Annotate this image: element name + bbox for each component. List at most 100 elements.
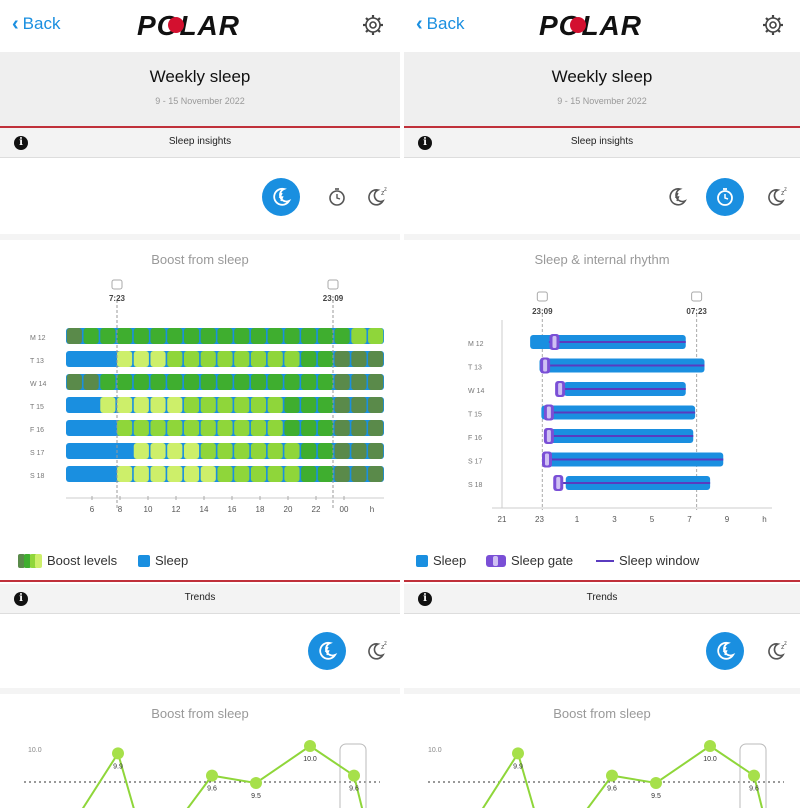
point-label: 10.0 (703, 756, 717, 763)
back-button[interactable]: ‹ Back (12, 14, 60, 34)
trend-point (250, 777, 262, 789)
row-label: F 16 (468, 435, 482, 442)
gear-icon[interactable] (362, 14, 384, 36)
boost-cell (217, 420, 233, 436)
boost-cell (317, 443, 333, 459)
boost-cell (368, 420, 384, 436)
row-label: T 13 (30, 358, 44, 365)
boost-trend-button[interactable] (308, 632, 346, 670)
trend-point (650, 777, 662, 789)
sleep-insights-bar[interactable]: i Sleep insights (0, 128, 400, 158)
moon-zz-icon: z z (368, 641, 387, 660)
rhythm-view-button[interactable] (318, 178, 356, 216)
boost-cell (167, 397, 183, 413)
boost-view-button[interactable] (262, 178, 300, 216)
boost-cell (133, 466, 149, 482)
boost-cell (117, 328, 133, 344)
boost-cell (284, 328, 300, 344)
page-title: Weekly sleep (551, 67, 653, 86)
back-button[interactable]: ‹ Back (416, 14, 464, 34)
boost-cell (217, 443, 233, 459)
info-icon[interactable]: i (14, 592, 28, 606)
rhythm-icon (329, 188, 345, 206)
row-label: T 15 (30, 404, 44, 411)
sleep-trend-button[interactable]: z z (758, 632, 796, 670)
sleep-stages-view-button[interactable]: z z (758, 178, 796, 216)
point-label: 9.6 (749, 786, 759, 793)
boost-cell (234, 328, 250, 344)
trend-title: Boost from sleep (553, 706, 651, 721)
boost-cell (267, 466, 283, 482)
boost-cell (167, 420, 183, 436)
x-tick-label: 20 (284, 505, 293, 514)
logo-dot (570, 17, 586, 33)
boost-cell (234, 466, 250, 482)
boost-cell (267, 328, 283, 344)
boost-cell (234, 420, 250, 436)
boost-cell (133, 351, 149, 367)
info-icon[interactable]: i (418, 136, 432, 150)
sleep-gate-inner (546, 406, 551, 419)
boost-cell (301, 351, 317, 367)
boost-cell (183, 374, 200, 390)
trend-switcher: z z (404, 622, 800, 682)
boost-trend-button[interactable] (706, 632, 744, 670)
row-label: W 14 (30, 381, 46, 388)
trends-bar[interactable]: i Trends (0, 584, 400, 614)
sleep-gate-inner (546, 430, 551, 442)
selected-day-frame (339, 743, 367, 808)
boost-cell (267, 397, 283, 413)
boost-view-button[interactable] (658, 178, 696, 216)
nav-bar: ‹ Back POLAR (404, 0, 800, 52)
boost-cell (200, 420, 216, 436)
point-label: 9.9 (513, 763, 523, 770)
trend-point (512, 747, 524, 760)
moon-zz-icon: z z (768, 187, 787, 206)
back-label: Back (22, 14, 61, 33)
info-icon[interactable]: i (418, 592, 432, 606)
boost-trend-chart: 10.0 9.9 9.6 9.5 10.0 9.6 (24, 740, 380, 808)
boost-cell (167, 466, 183, 482)
boost-cell (317, 420, 333, 436)
page-title: Weekly sleep (149, 67, 251, 86)
rhythm-view-button[interactable] (706, 178, 744, 216)
point-label: 9.6 (607, 786, 617, 793)
svg-text:z: z (781, 644, 785, 651)
boost-cell (200, 443, 216, 459)
boost-cell (66, 328, 82, 344)
gear-icon[interactable] (762, 14, 784, 36)
boost-cell (167, 374, 183, 390)
sleep-insights-bar[interactable]: i Sleep insights (404, 128, 800, 158)
boost-cell (234, 443, 250, 459)
legend-label: Sleep (155, 553, 189, 568)
boost-cell (267, 374, 283, 390)
trend-point (748, 769, 760, 782)
rhythm-icon (717, 188, 733, 206)
point-label: 9.6 (207, 786, 217, 793)
legend-sleep-gate: Sleep gate (486, 553, 573, 568)
row-label: S 17 (468, 459, 483, 466)
chevron-left-icon: ‹ (416, 13, 423, 35)
boost-cell (100, 374, 116, 390)
x-tick-label: 1 (575, 515, 580, 524)
x-tick-label: 7 (687, 515, 692, 524)
boost-cell (351, 466, 367, 482)
sleep-trend-button[interactable]: z z (358, 632, 396, 670)
boost-cell (83, 374, 99, 390)
trends-bar[interactable]: i Trends (404, 584, 800, 614)
info-icon[interactable]: i (14, 136, 28, 150)
boost-cell (368, 443, 384, 459)
boost-cell (150, 443, 166, 459)
x-tick-label: 5 (650, 515, 655, 524)
boost-cell (334, 328, 350, 344)
boost-cell (100, 328, 116, 344)
y-tick-label: 10.0 (28, 747, 42, 754)
sleep-gate-inner (558, 383, 563, 395)
boost-cell (368, 397, 384, 413)
sleep-stages-view-button[interactable]: z z (358, 178, 396, 216)
legend-label: Sleep gate (511, 553, 574, 568)
svg-text:z: z (384, 641, 387, 647)
legend-sleep-window: Sleep window (596, 553, 699, 568)
x-tick-label: 14 (200, 505, 209, 514)
marker-label: 23:09 (323, 294, 344, 303)
